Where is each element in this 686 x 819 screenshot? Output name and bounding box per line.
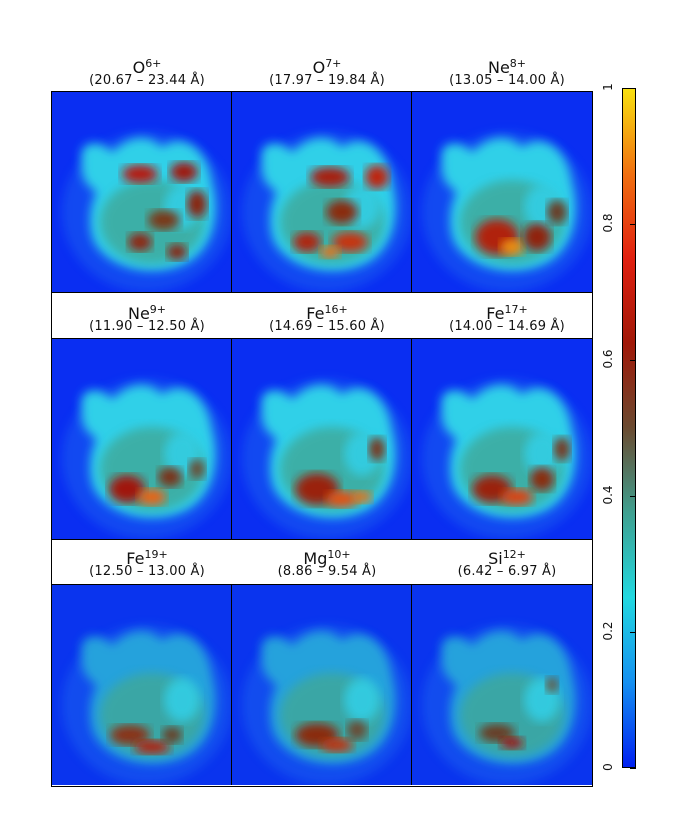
remnant-image [412,339,592,539]
colorbar-tick-label: 1 [601,83,615,91]
wavelength-range: (12.50 – 13.00 Å) [89,564,205,579]
panel-title-fe19: Fe19+ (12.50 – 13.00 Å) [56,547,238,579]
colorbar-tick-label: 0.6 [601,349,615,369]
ion-charge: 12+ [502,548,526,561]
colorbar-tick [630,224,636,225]
remnant-image [52,585,232,785]
ion-label: Fe [126,549,145,568]
colorbar-tick [630,360,636,361]
remnant-image [412,92,592,292]
remnant-image [232,92,412,292]
ion-charge: 8+ [509,57,527,70]
ion-label: Ne [127,304,150,323]
colorbar-tick-label: 0.2 [601,621,615,641]
wavelength-range: (14.69 – 15.60 Å) [269,319,385,334]
ion-charge: 6+ [145,57,162,70]
colorbar-tick [630,88,636,89]
ion-label: O [312,58,326,77]
panel-title-ne8: Ne8+ (13.05 – 14.00 Å) [416,56,598,88]
grid-divider [52,338,592,339]
ion-label: Ne [487,58,510,77]
wavelength-range: (20.67 – 23.44 Å) [89,73,205,88]
grid-divider [52,539,592,540]
image-panel-fe16 [232,339,412,539]
image-panel-si12 [412,585,592,785]
image-panel-ne9 [52,339,232,539]
image-panel-fe19 [52,585,232,785]
panel-title-si12: Si12+ (6.42 – 6.97 Å) [416,547,598,579]
remnant-image [52,339,232,539]
remnant-image [232,339,412,539]
colorbar-tick [630,632,636,633]
ion-label: Mg [303,549,328,568]
ion-label: Fe [486,304,505,323]
ion-charge: 10+ [327,548,351,561]
image-panel-fe17 [412,339,592,539]
panel-title-fe16: Fe16+ (14.69 – 15.60 Å) [236,302,418,334]
remnant-image [232,585,412,785]
wavelength-range: (8.86 – 9.54 Å) [277,564,377,579]
wavelength-range: (14.00 – 14.69 Å) [449,319,565,334]
image-panel-o6 [52,92,232,292]
ion-charge: 16+ [324,303,348,316]
panel-title-o7: O7+ (17.97 – 19.84 Å) [236,56,418,88]
image-panel-o7 [232,92,412,292]
grid-divider [52,292,592,293]
grid-divider [231,92,232,292]
colorbar-tick [630,768,636,769]
image-panel-ne8 [412,92,592,292]
grid-divider [231,339,232,539]
colorbar-tick-label: 0.8 [601,213,615,233]
colorbar [622,88,636,768]
grid-divider [411,92,412,292]
colorbar-tick-label: 0.4 [601,485,615,505]
remnant-image [52,92,232,292]
grid-divider [411,339,412,539]
panel-title-o6: O6+ (20.67 – 23.44 Å) [56,56,238,88]
image-panel-mg10 [232,585,412,785]
grid-divider [52,584,592,585]
panel-title-mg10: Mg10+ (8.86 – 9.54 Å) [236,547,418,579]
ion-charge: 19+ [144,548,168,561]
panel-title-ne9: Ne9+ (11.90 – 12.50 Å) [56,302,238,334]
remnant-image [412,585,592,785]
wavelength-range: (6.42 – 6.97 Å) [457,564,557,579]
grid-divider [231,585,232,785]
ion-charge: 17+ [504,303,528,316]
ion-label: O [132,58,146,77]
ion-label: Si [488,549,503,568]
grid-divider [411,585,412,785]
ion-charge: 9+ [149,303,167,316]
colorbar-tick-label: 0 [601,763,615,771]
wavelength-range: (13.05 – 14.00 Å) [449,73,565,88]
wavelength-range: (17.97 – 19.84 Å) [269,73,385,88]
ion-charge: 7+ [325,57,342,70]
wavelength-range: (11.90 – 12.50 Å) [89,319,205,334]
panel-title-fe17: Fe17+ (14.00 – 14.69 Å) [416,302,598,334]
ion-label: Fe [306,304,325,323]
colorbar-tick [630,496,636,497]
